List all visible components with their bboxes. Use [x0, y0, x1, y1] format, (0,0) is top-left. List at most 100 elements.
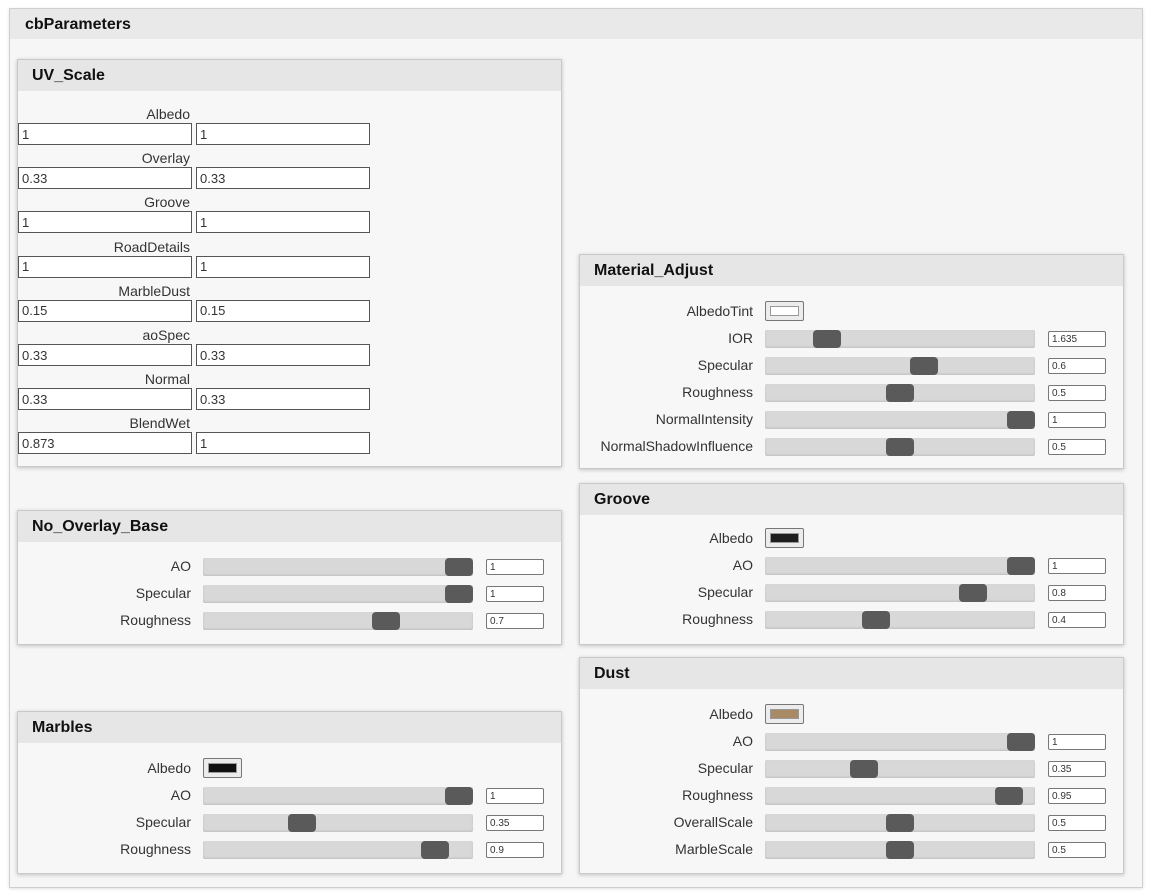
no-overlay-base-label-roughness: Roughness [120, 612, 191, 628]
uv-u-input-marbledust[interactable] [18, 299, 192, 322]
dust-albedo-color-swatch[interactable] [765, 704, 804, 724]
uv-v-input-aospec[interactable] [196, 344, 370, 366]
dust-label-specular: Specular [697, 760, 753, 776]
material-adjust-slider-normalintensity[interactable] [765, 411, 1035, 429]
groove-slider-specular[interactable] [765, 584, 1035, 602]
uv-v-input-groove[interactable] [196, 211, 370, 234]
material-adjust-slider-roughness[interactable] [765, 384, 1035, 402]
dust-value-input-overallscale[interactable] [1048, 815, 1106, 831]
dust-label-ao: AO [732, 733, 753, 749]
marbles-value-input-roughness[interactable] [486, 842, 544, 858]
dust-value-input-marblescale[interactable] [1048, 842, 1106, 858]
material-adjust-albedo-color-swatch[interactable] [765, 301, 804, 321]
material-adjust-slider-specular[interactable] [765, 357, 1035, 375]
groove-albedo-color-swatch[interactable] [765, 528, 804, 548]
marbles-slider-specular[interactable] [203, 814, 473, 832]
marbles-slider-roughness[interactable] [203, 841, 473, 859]
material-adjust-slider-thumb-ior[interactable] [813, 330, 841, 348]
material-adjust-slider-thumb-normalshadowinfluence[interactable] [886, 438, 914, 456]
groove-slider-roughness[interactable] [765, 611, 1035, 629]
dust-slider-ao[interactable] [765, 733, 1035, 751]
uv-v-input-albedo[interactable] [196, 123, 370, 145]
no-overlay-base-row-ao: AO [18, 556, 561, 578]
dust-slider-marblescale[interactable] [765, 841, 1035, 859]
dust-label-albedo: Albedo [709, 706, 753, 722]
dust-swatch-color [770, 709, 799, 719]
no-overlay-base-value-input-ao[interactable] [486, 559, 544, 575]
material-adjust-slider-thumb-roughness[interactable] [886, 384, 914, 402]
marbles-row-albedo: Albedo [18, 758, 561, 780]
no-overlay-base-slider-thumb-ao[interactable] [445, 558, 473, 576]
marbles-albedo-color-swatch[interactable] [203, 758, 242, 778]
dust-value-input-specular[interactable] [1048, 761, 1106, 777]
material-adjust-value-input-normalintensity[interactable] [1048, 412, 1106, 428]
uv-u-input-groove[interactable] [18, 211, 192, 234]
uv-u-input-blendwet[interactable] [18, 432, 192, 455]
groove-value-input-roughness[interactable] [1048, 612, 1106, 628]
dust-panel: Dust Albedo AO Specular Roughness OverallSca… [579, 657, 1124, 874]
material-adjust-slider-thumb-specular[interactable] [910, 357, 938, 375]
material-adjust-row-normalintensity: NormalIntensity [580, 409, 1123, 431]
dust-slider-overallscale[interactable] [765, 814, 1035, 832]
no-overlay-base-slider-roughness[interactable] [203, 612, 473, 630]
dust-slider-specular[interactable] [765, 760, 1035, 778]
marbles-slider-thumb-roughness[interactable] [421, 841, 449, 859]
uv-u-input-aospec[interactable] [18, 344, 192, 366]
material-adjust-value-input-normalshadowinfluence[interactable] [1048, 439, 1106, 455]
uv-v-input-normal[interactable] [196, 388, 370, 411]
dust-slider-roughness[interactable] [765, 787, 1035, 805]
dust-value-input-ao[interactable] [1048, 734, 1106, 750]
uv-label-marbledust: MarbleDust [118, 282, 190, 299]
groove-value-input-specular[interactable] [1048, 585, 1106, 601]
no-overlay-base-slider-ao[interactable] [203, 558, 473, 576]
marbles-value-input-specular[interactable] [486, 815, 544, 831]
groove-slider-thumb-specular[interactable] [959, 584, 987, 602]
dust-value-input-roughness[interactable] [1048, 788, 1106, 804]
uv-u-input-overlay[interactable] [18, 167, 192, 190]
no-overlay-base-panel: No_Overlay_Base AO Specular Roughness [17, 510, 562, 645]
dust-slider-thumb-specular[interactable] [850, 760, 878, 778]
material-adjust-row-normalshadowinfluence: NormalShadowInfluence [580, 436, 1123, 458]
no-overlay-base-slider-thumb-specular[interactable] [445, 585, 473, 603]
uv-v-input-roaddetails[interactable] [196, 255, 370, 278]
dust-row-albedo: Albedo [580, 704, 1123, 726]
no-overlay-base-slider-thumb-roughness[interactable] [372, 612, 400, 630]
uv-v-input-overlay[interactable] [196, 167, 370, 190]
groove-slider-ao[interactable] [765, 557, 1035, 575]
uv-u-input-albedo[interactable] [18, 123, 192, 145]
marbles-row-roughness: Roughness [18, 839, 561, 861]
marbles-slider-thumb-ao[interactable] [445, 787, 473, 805]
dust-slider-thumb-ao[interactable] [1007, 733, 1035, 751]
material-adjust-value-input-roughness[interactable] [1048, 385, 1106, 401]
material-adjust-swatch-color [770, 306, 799, 316]
uv-u-input-roaddetails[interactable] [18, 255, 192, 278]
material-adjust-slider-normalshadowinfluence[interactable] [765, 438, 1035, 456]
marbles-swatch-color [208, 763, 237, 773]
material-adjust-panel: Material_Adjust AlbedoTint IOR Specular Rou… [579, 254, 1124, 469]
marbles-row-ao: AO [18, 785, 561, 807]
dust-slider-thumb-marblescale[interactable] [886, 841, 914, 859]
dust-row-roughness: Roughness [580, 785, 1123, 807]
material-adjust-label-roughness: Roughness [682, 384, 753, 400]
no-overlay-base-row-roughness: Roughness [18, 610, 561, 632]
marbles-slider-ao[interactable] [203, 787, 473, 805]
no-overlay-base-value-input-specular[interactable] [486, 586, 544, 602]
no-overlay-base-label-ao: AO [170, 558, 191, 574]
dust-slider-thumb-overallscale[interactable] [886, 814, 914, 832]
uv-v-input-marbledust[interactable] [196, 299, 370, 322]
material-adjust-value-input-ior[interactable] [1048, 331, 1106, 347]
uv-u-input-normal[interactable] [18, 388, 192, 411]
marbles-value-input-ao[interactable] [486, 788, 544, 804]
uv-v-input-blendwet[interactable] [196, 432, 370, 455]
groove-slider-thumb-ao[interactable] [1007, 557, 1035, 575]
no-overlay-base-value-input-roughness[interactable] [486, 613, 544, 629]
groove-value-input-ao[interactable] [1048, 558, 1106, 574]
dust-slider-thumb-roughness[interactable] [995, 787, 1023, 805]
no-overlay-base-slider-specular[interactable] [203, 585, 473, 603]
material-adjust-slider-ior[interactable] [765, 330, 1035, 348]
groove-title: Groove [580, 484, 1123, 515]
groove-slider-thumb-roughness[interactable] [862, 611, 890, 629]
material-adjust-value-input-specular[interactable] [1048, 358, 1106, 374]
material-adjust-slider-thumb-normalintensity[interactable] [1007, 411, 1035, 429]
marbles-slider-thumb-specular[interactable] [288, 814, 316, 832]
